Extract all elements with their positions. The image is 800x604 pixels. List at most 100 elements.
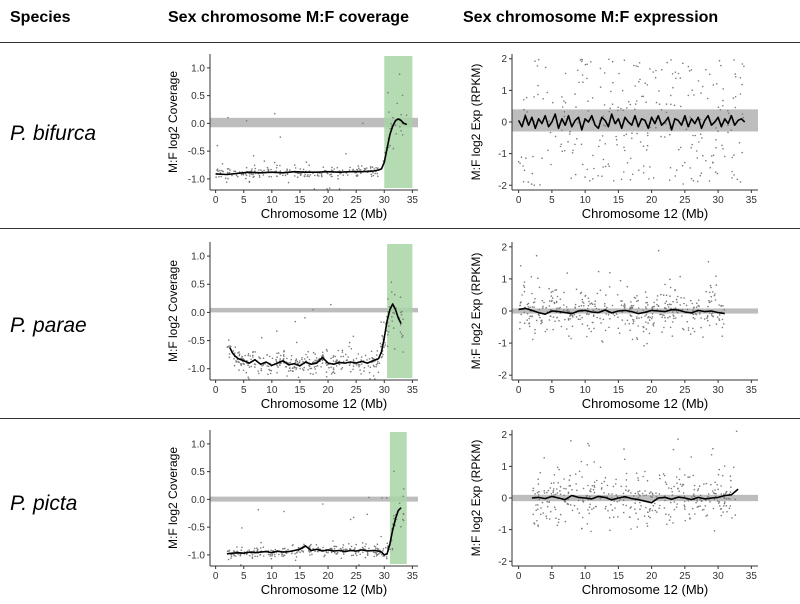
- data-point: [732, 97, 735, 99]
- data-point: [385, 546, 387, 549]
- data-point: [718, 304, 720, 306]
- data-point: [691, 507, 694, 510]
- data-point: [733, 466, 735, 469]
- data-point: [552, 328, 554, 331]
- data-point: [592, 309, 594, 311]
- data-point: [602, 318, 605, 321]
- data-point: [299, 168, 302, 170]
- data-point: [245, 166, 248, 169]
- data-point: [730, 486, 732, 488]
- data-point: [616, 501, 618, 503]
- data-point: [630, 304, 633, 307]
- data-point: [357, 174, 359, 176]
- data-point: [637, 479, 640, 481]
- y-tick-label: 1.0: [191, 63, 205, 74]
- data-point: [628, 100, 630, 103]
- data-point: [558, 468, 560, 471]
- data-point: [217, 170, 219, 172]
- data-point: [541, 321, 543, 324]
- data-point: [299, 360, 301, 362]
- data-point: [387, 545, 389, 547]
- data-point: [344, 353, 347, 356]
- data-point: [688, 513, 690, 516]
- outlier-point: [332, 540, 334, 542]
- data-point: [587, 100, 589, 102]
- data-point: [622, 109, 624, 111]
- data-point: [559, 298, 562, 300]
- data-point: [372, 172, 374, 174]
- data-point: [382, 353, 384, 356]
- data-point: [294, 167, 297, 169]
- data-point: [668, 487, 670, 489]
- data-point: [333, 168, 335, 170]
- data-point: [545, 306, 547, 309]
- data-point: [637, 325, 639, 327]
- data-point: [648, 492, 651, 495]
- data-point: [638, 169, 640, 171]
- data-point: [543, 301, 545, 304]
- data-point: [636, 337, 638, 339]
- data-point: [720, 485, 722, 487]
- data-point: [623, 146, 625, 149]
- data-point: [218, 176, 220, 178]
- data-point: [529, 306, 531, 309]
- outlier-point: [586, 312, 589, 314]
- data-point: [645, 149, 648, 151]
- data-point: [684, 519, 687, 522]
- data-point: [696, 302, 698, 304]
- data-point: [696, 506, 699, 508]
- data-point: [233, 170, 235, 172]
- data-point: [668, 519, 671, 521]
- data-point: [733, 154, 735, 156]
- data-point: [546, 491, 548, 494]
- data-point: [331, 175, 333, 178]
- outlier-point: [279, 364, 281, 366]
- data-point: [546, 91, 549, 94]
- data-point: [279, 164, 281, 167]
- data-point: [669, 278, 671, 281]
- data-point: [687, 327, 690, 329]
- data-point: [723, 497, 726, 500]
- data-point: [706, 316, 709, 318]
- data-point: [710, 300, 713, 302]
- data-point: [260, 368, 262, 370]
- data-point: [608, 517, 611, 519]
- data-point: [308, 364, 310, 367]
- data-point: [705, 482, 708, 485]
- data-point: [611, 60, 614, 63]
- data-point: [616, 144, 618, 146]
- data-point: [714, 171, 717, 173]
- data-point: [355, 554, 358, 557]
- data-point: [556, 524, 559, 527]
- data-point: [669, 286, 672, 289]
- data-point: [638, 494, 641, 496]
- data-point: [392, 116, 394, 119]
- data-point: [723, 323, 725, 325]
- data-point: [692, 134, 694, 137]
- data-point: [696, 157, 699, 159]
- data-point: [357, 165, 360, 167]
- data-point: [342, 360, 345, 363]
- data-point: [723, 502, 726, 505]
- data-point: [644, 315, 646, 317]
- data-point: [699, 118, 702, 121]
- data-point: [712, 154, 715, 156]
- data-point: [615, 313, 618, 315]
- data-point: [599, 317, 601, 320]
- smoothed-trend-line: [228, 303, 402, 367]
- data-point: [333, 548, 336, 550]
- data-point: [564, 318, 566, 321]
- data-point: [245, 371, 248, 374]
- data-point: [388, 325, 390, 327]
- data-point: [666, 303, 669, 306]
- data-point: [528, 322, 530, 325]
- data-point: [548, 287, 550, 290]
- data-point: [601, 482, 603, 485]
- data-point: [563, 304, 565, 306]
- data-point: [692, 316, 695, 319]
- outlier-point: [273, 112, 276, 115]
- outlier-point: [348, 345, 350, 348]
- data-point: [683, 328, 685, 331]
- data-point: [643, 326, 645, 329]
- data-point: [634, 502, 636, 504]
